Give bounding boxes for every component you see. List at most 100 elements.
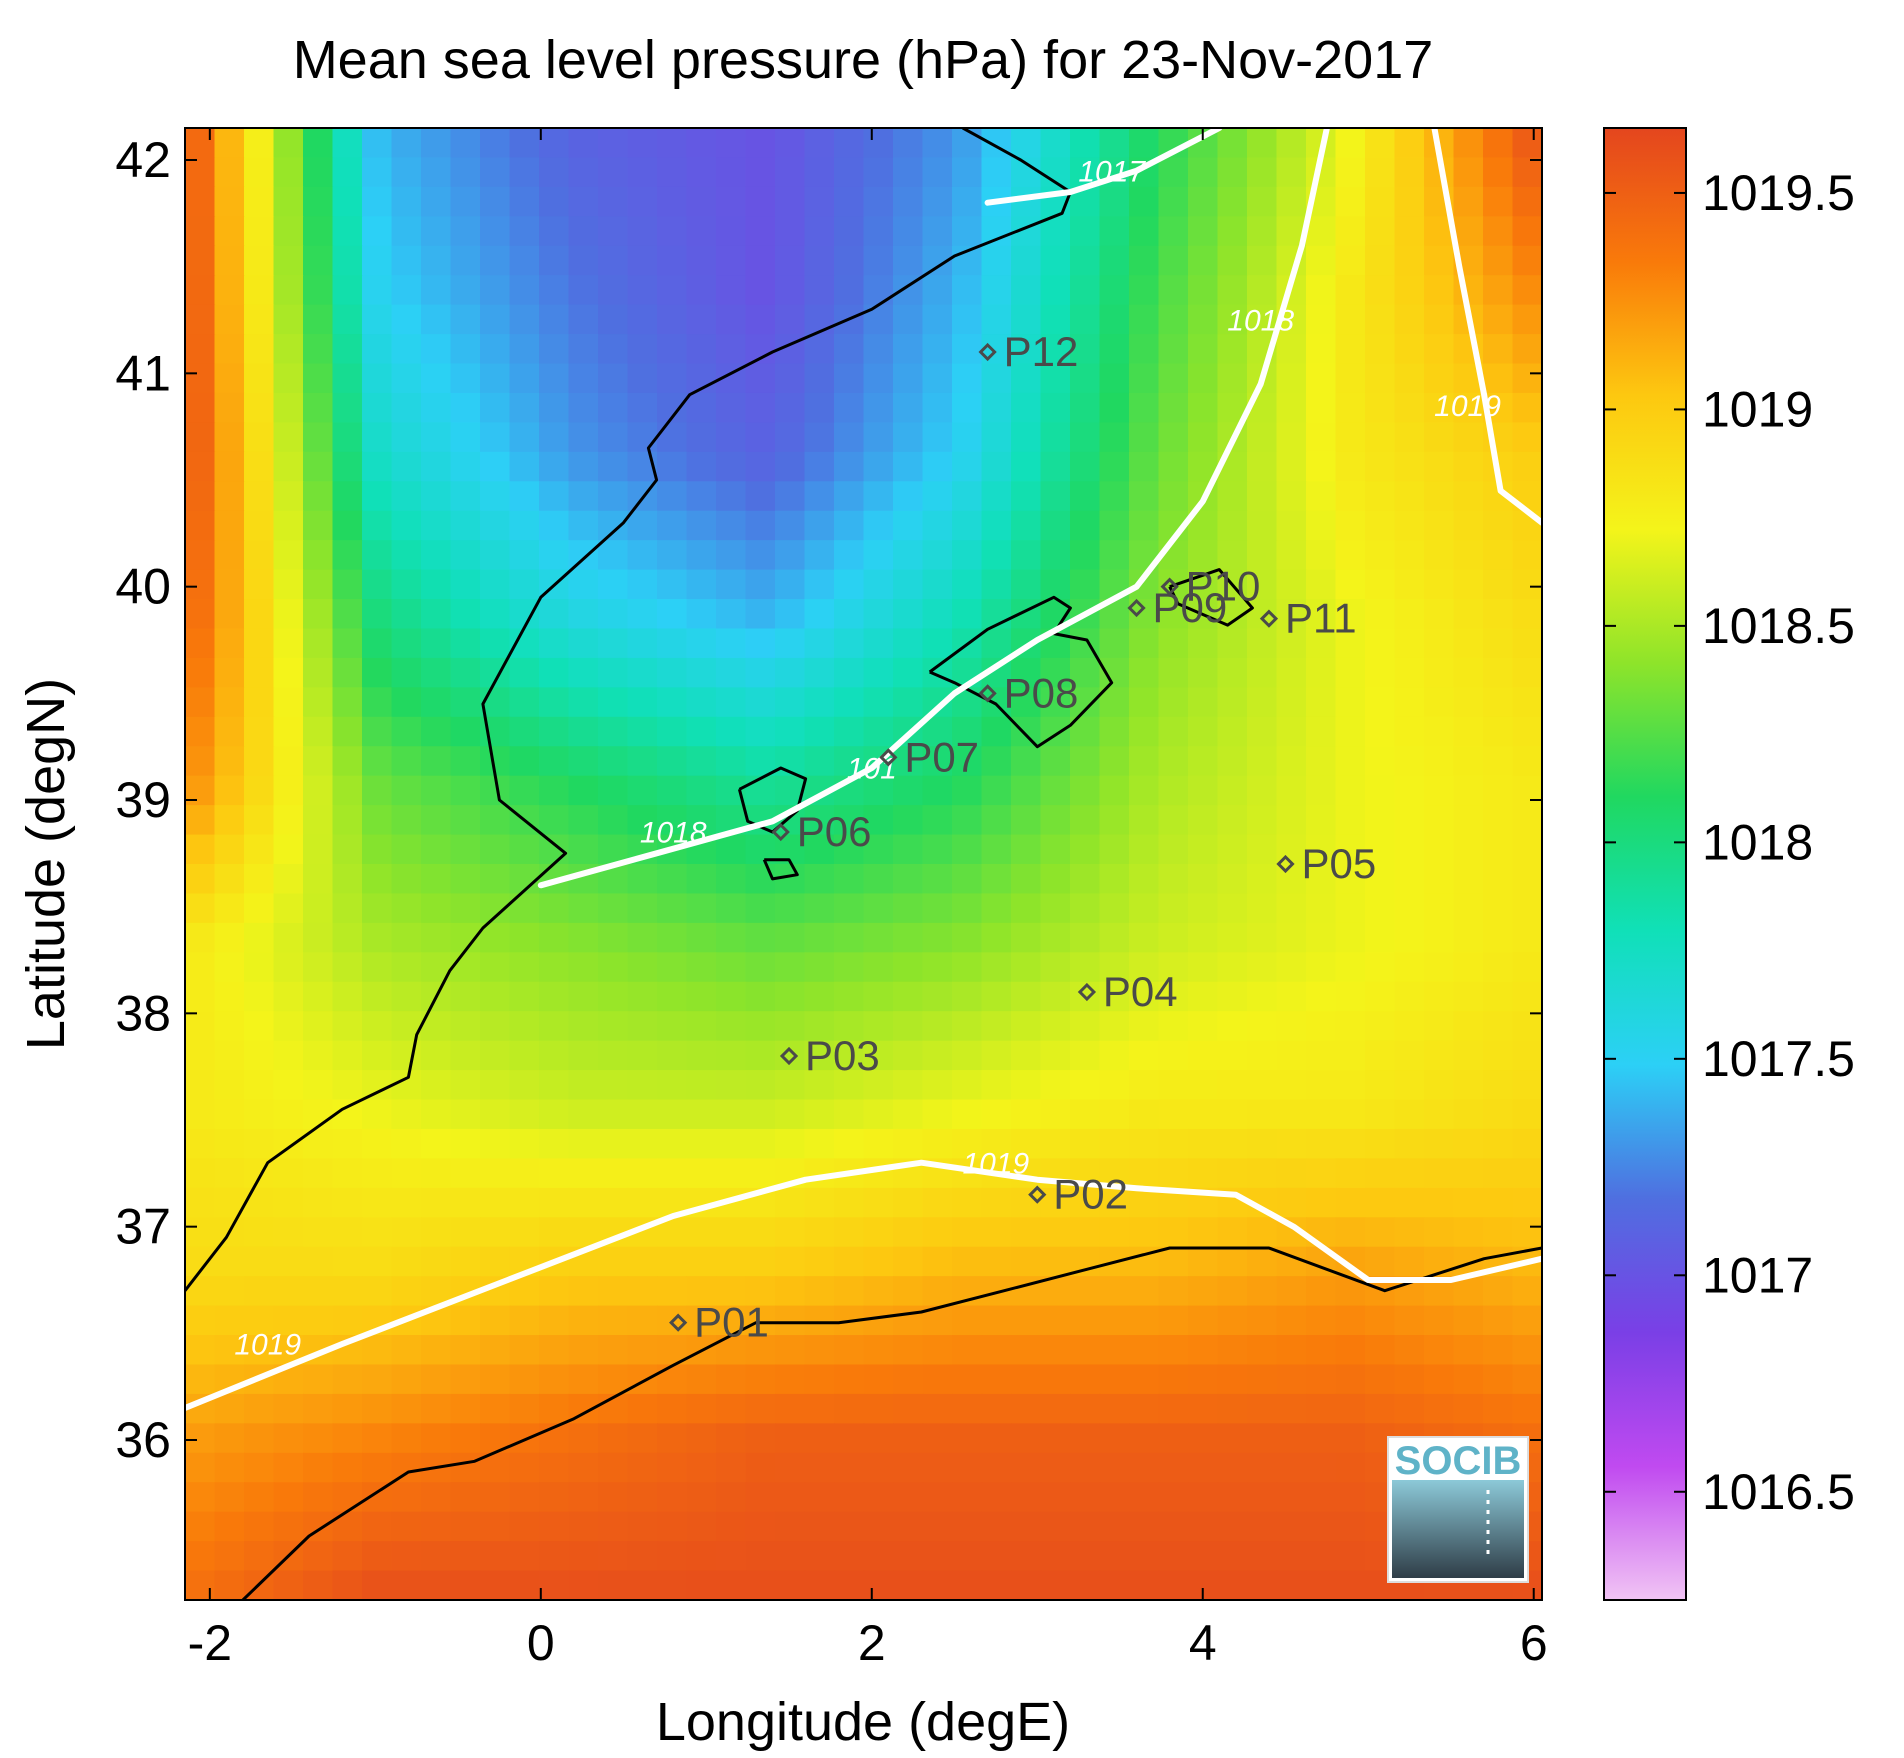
heatmap-cell [509,1070,540,1101]
heatmap-cell [568,1452,599,1484]
heatmap-cell [1394,775,1425,806]
heatmap-cell [981,893,1012,924]
y-tick-label: 41 [115,345,171,401]
heatmap-cell [834,451,865,483]
heatmap-cell [1365,275,1396,306]
heatmap-cell [627,304,658,335]
heatmap-cell [214,952,245,983]
heatmap-cell [1247,1070,1278,1101]
heatmap-cell [1247,540,1278,571]
heatmap-cell [509,1511,540,1542]
heatmap-cell [1247,657,1278,689]
heatmap-cell [1512,775,1542,806]
heatmap-cell [1040,510,1071,541]
heatmap-cell [1365,1099,1396,1130]
heatmap-cell [185,1128,216,1160]
heatmap-cell [1306,746,1337,777]
heatmap-cell [332,128,363,159]
heatmap-cell [952,481,983,512]
heatmap-cell [1099,1452,1130,1484]
heatmap-cell [1276,363,1307,394]
heatmap-cell [1040,657,1071,689]
heatmap-cell [480,275,511,306]
heatmap-cell [775,363,806,394]
heatmap-cell [421,245,452,276]
heatmap-cell [1011,746,1042,777]
heatmap-cell [1394,334,1425,365]
heatmap-cell [273,245,304,276]
heatmap-cell [1453,1305,1484,1336]
contour-label: 1017 [1078,155,1146,188]
heatmap-cell [1483,716,1514,748]
heatmap-cell [1424,304,1455,335]
heatmap-cell [1099,893,1130,924]
heatmap-cell [1070,952,1101,983]
heatmap-cell [775,922,806,954]
heatmap-cell [686,599,717,630]
heatmap-cell [1365,628,1396,659]
heatmap-cell [1365,157,1396,188]
heatmap-cell [1424,1099,1455,1130]
heatmap-cell [598,1511,629,1542]
heatmap-cell [1011,716,1042,748]
heatmap-cell [1453,775,1484,806]
heatmap-cell [1070,775,1101,806]
heatmap-cell [598,245,629,276]
heatmap-cell [391,746,422,777]
station-label-p12: P12 [1004,328,1079,375]
heatmap-cell [1306,952,1337,983]
heatmap-cell [1188,922,1219,954]
heatmap-cell [185,1335,216,1366]
heatmap-cell [1099,363,1130,394]
heatmap-cell [1335,157,1366,188]
heatmap-cell [1040,422,1071,453]
heatmap-cell [391,1335,422,1366]
heatmap-cell [1247,981,1278,1012]
heatmap-cell [775,216,806,247]
heatmap-cell [450,628,481,659]
heatmap-cell [745,186,776,218]
heatmap-cell [1512,304,1542,335]
heatmap-cell [568,334,599,365]
heatmap-cell [1247,422,1278,453]
heatmap-cell [952,922,983,954]
heatmap-cell [1335,657,1366,689]
heatmap-cell [1453,186,1484,218]
heatmap-cell [1099,1364,1130,1395]
heatmap-cell [1247,1570,1278,1600]
heatmap-cell [1424,775,1455,806]
heatmap-cell [893,1541,924,1572]
heatmap-cell [480,1070,511,1101]
heatmap-cell [1247,1541,1278,1572]
heatmap-cell [1070,1393,1101,1425]
heatmap-cell [391,540,422,571]
heatmap-cell [863,1570,894,1600]
heatmap-cell [214,1276,245,1307]
heatmap-cell [1512,805,1542,836]
heatmap-cell [893,1128,924,1160]
heatmap-cell [391,451,422,483]
heatmap-cell [627,569,658,600]
contour-1019 [185,1159,1542,1411]
heatmap-cell [1040,1511,1071,1542]
heatmap-cell [804,952,835,983]
heatmap-cell [1158,422,1189,453]
heatmap-cell [568,775,599,806]
heatmap-cell [1188,893,1219,924]
heatmap-cell [1394,1187,1425,1219]
heatmap-cell [509,1187,540,1219]
station-marker-p06 [771,822,790,842]
heatmap-cell [362,275,393,306]
heatmap-cell [1394,1393,1425,1425]
heatmap-cell [1424,1187,1455,1219]
heatmap-cell [775,1511,806,1542]
heatmap-cell [1424,599,1455,630]
heatmap-cell [598,157,629,188]
heatmap-cell [273,1452,304,1484]
heatmap-cell [657,510,688,541]
heatmap-cell [981,805,1012,836]
heatmap-cell [1217,981,1248,1012]
heatmap-cell [421,451,452,483]
heatmap-cell [568,1482,599,1513]
heatmap-cell [450,834,481,865]
